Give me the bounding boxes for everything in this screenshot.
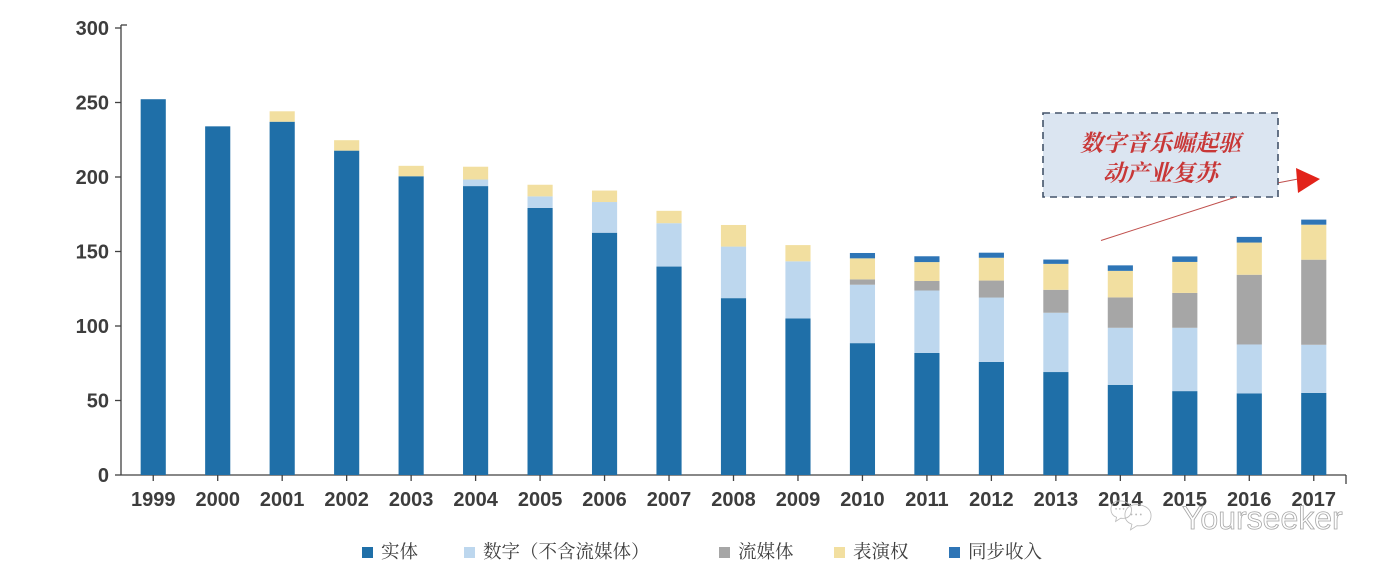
svg-text:2001: 2001 <box>260 489 305 511</box>
svg-text:2010: 2010 <box>840 489 885 511</box>
svg-text:100: 100 <box>76 316 109 338</box>
svg-text:50: 50 <box>87 391 109 413</box>
svg-text:数字（不含流媒体）: 数字（不含流媒体） <box>483 538 650 564</box>
svg-text:0: 0 <box>98 465 109 487</box>
svg-text:2012: 2012 <box>969 489 1014 511</box>
svg-text:2000: 2000 <box>195 489 240 511</box>
svg-text:150: 150 <box>76 242 109 264</box>
svg-text:流媒体: 流媒体 <box>738 538 794 564</box>
svg-text:2011: 2011 <box>905 489 948 511</box>
svg-text:300: 300 <box>76 18 109 40</box>
svg-text:表演权: 表演权 <box>853 538 909 564</box>
svg-text:1999: 1999 <box>131 489 176 511</box>
svg-text:2013: 2013 <box>1034 489 1079 511</box>
svg-text:数字音乐崛起驱: 数字音乐崛起驱 <box>1080 125 1245 158</box>
svg-text:2003: 2003 <box>389 489 434 511</box>
svg-text:2008: 2008 <box>711 489 756 511</box>
svg-text:2005: 2005 <box>518 489 563 511</box>
svg-text:2009: 2009 <box>776 489 821 511</box>
svg-text:200: 200 <box>76 167 109 189</box>
svg-text:2006: 2006 <box>582 489 627 511</box>
svg-text:实体: 实体 <box>381 538 419 564</box>
svg-text:2002: 2002 <box>324 489 369 511</box>
svg-text:2007: 2007 <box>647 489 692 511</box>
svg-text:2004: 2004 <box>453 489 498 511</box>
svg-text:同步收入: 同步收入 <box>968 538 1043 564</box>
svg-text:动产业复苏: 动产业复苏 <box>1103 155 1222 188</box>
svg-text:250: 250 <box>76 93 109 115</box>
